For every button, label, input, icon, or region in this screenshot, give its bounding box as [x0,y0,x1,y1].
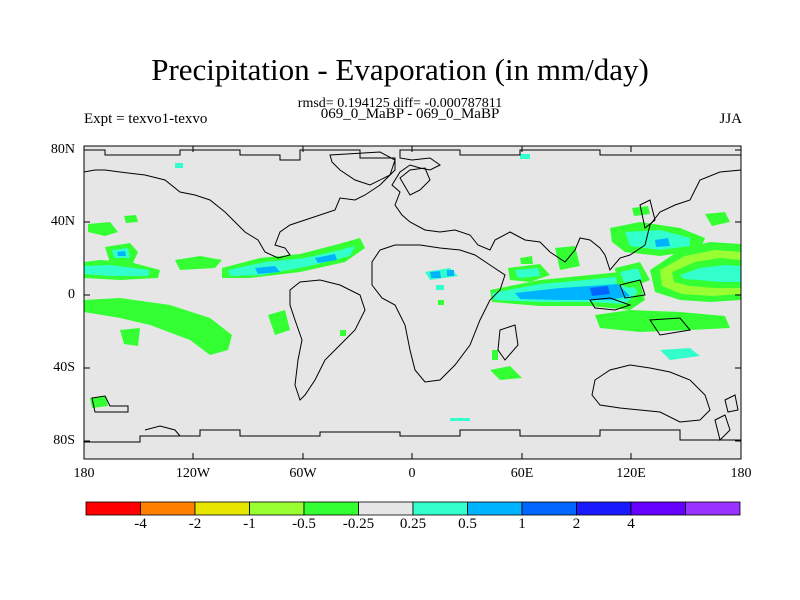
contour-green [120,328,140,346]
colorbar-label: -4 [134,516,147,532]
colorbar-swatch [630,501,686,516]
colorbar [85,501,741,516]
contour-cyan [515,268,540,278]
contour-green [705,212,730,226]
contour-cyan [660,348,700,360]
colorbar-label: 4 [627,516,635,532]
lon-tick-label: 120E [616,466,646,481]
coastline-greenland [329,151,396,186]
coastline-antarctica-peninsula [144,425,181,437]
contour-green [175,256,222,270]
period-label: 069_0_MaBP - 069_0_MaBP [320,106,500,122]
colorbar-label: -0.25 [342,516,375,532]
contour-green [492,350,498,360]
contour-green [84,298,232,355]
contour-cyan [680,265,741,282]
coastline-madagascar [497,324,519,361]
contour-green [88,222,118,236]
colorbar-label: 0.25 [399,516,427,532]
coastline-north-america [83,149,396,259]
contour-green [490,366,522,380]
stats-label: rmsd= 0.194125 diff= -0.000787811 [297,96,503,111]
contour-green [340,330,346,336]
lon-tick-label: 120W [175,466,211,481]
coastline-borneo [619,279,646,299]
contour-cyan [84,265,150,276]
colorbar-label: 1 [518,516,526,532]
colorbar-swatch [521,501,577,516]
lat-tick-label: 40N [50,214,75,229]
colorbar-swatch [576,501,632,516]
colorbar-swatch [194,501,250,516]
field-contours [84,154,741,421]
contour-green [438,300,444,305]
contour-green [124,215,138,223]
coastline-africa [371,244,506,383]
colorbar-swatch [412,501,468,516]
lat-tick-label: 40S [53,360,75,375]
colorbar-swatch [358,501,414,516]
lon-tick-label: 0 [408,466,416,481]
contour-blue [255,266,280,274]
colorbar-label: 0.5 [458,516,477,532]
colorbar-swatch [685,501,741,516]
contour-cyan [450,418,470,421]
lon-tick-label: 180 [73,466,95,481]
colorbar-label: -0.5 [292,516,316,532]
coastline-new-guinea [649,317,691,336]
colorbar-label: -2 [188,516,202,532]
coastline-alaska-island [91,395,129,413]
lat-tick-label: 80S [53,433,75,448]
coastline-antarctica [84,429,741,443]
contour-green [595,310,730,332]
colorbar-label: -1 [243,516,256,532]
coastline-scandinavia [399,167,431,196]
colorbar-swatch [303,501,359,516]
lon-tick-label: 60W [289,466,317,481]
colorbar-swatch [467,501,523,516]
coastline-indonesia [589,297,632,311]
lat-tick-label: 0 [68,287,75,302]
coastline-new-zealand [714,414,731,441]
contour-cyan [436,285,444,290]
contour-cyan [520,154,530,159]
lat-tick-label: 80N [50,142,75,157]
contour-blue [315,254,337,263]
ticks [83,146,742,459]
contour-cyan [620,268,642,282]
coastline-new-zealand-north [724,394,739,413]
coastline-australia [591,364,711,423]
contour-blue [655,238,670,247]
coastline-south-america [289,279,366,401]
page-title: Precipitation - Evaporation (in mm/day) [151,52,649,87]
coastline-japan [639,199,656,229]
contour-blue-strong [590,286,610,296]
contour-cyan [175,163,183,168]
contour-green [90,396,108,408]
contour-green [268,310,290,335]
colorbar-label: 2 [572,516,581,532]
colorbar-swatch [140,501,196,516]
coastlines [83,149,742,443]
colorbar-swatch [85,501,141,516]
colorbar-swatch [249,501,305,516]
experiment-label: Expt = texvo1-texvo [84,111,208,127]
contour-blue [117,251,126,256]
contour-green [520,256,533,264]
season-label: JJA [719,111,742,127]
contour-blue [447,270,454,276]
coastline-eurasia [391,149,742,272]
contour-blue [430,271,441,278]
lon-tick-label: 180 [730,466,752,481]
lon-tick-label: 60E [510,466,534,481]
